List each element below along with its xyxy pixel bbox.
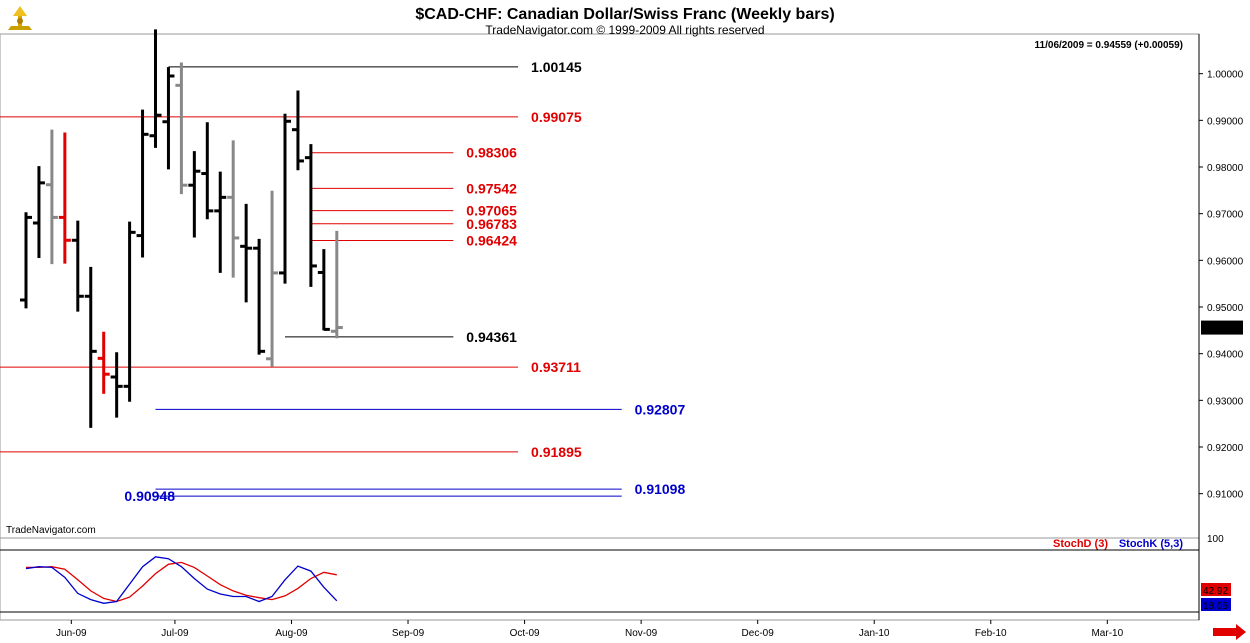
stoch-d-value: 42.92	[1203, 586, 1228, 597]
ohlc-bar	[201, 122, 214, 220]
ohlc-bar	[253, 238, 266, 355]
ohlc-bar	[279, 113, 291, 284]
ohlc-bar	[45, 129, 58, 265]
stochastic-pane	[0, 537, 1200, 621]
level-label: 0.98306	[466, 145, 517, 161]
chart-title: $CAD-CHF: Canadian Dollar/Swiss Franc (W…	[415, 6, 834, 23]
level-label: 1.00145	[531, 59, 582, 75]
legend-stoch-k: StochK (5,3)	[1119, 538, 1184, 550]
level-label: 0.99075	[531, 109, 582, 125]
time-tick-label: Jun-09	[56, 628, 87, 639]
level-label: 0.97542	[466, 180, 517, 196]
ohlc-bar	[32, 166, 45, 258]
stochastic-lines: 100	[0, 534, 1224, 613]
price-tick-label: 0.96000	[1207, 256, 1244, 267]
time-tick-label: Aug-09	[275, 628, 308, 639]
ohlc-bar	[149, 29, 162, 148]
time-tick-label: Mar-10	[1091, 628, 1123, 639]
last-price-label: 0.94559	[1203, 324, 1240, 335]
time-axis: Jun-09 Jul-09 Aug-09 Sep-09 Oct-09 Nov-09 Dec-…	[56, 620, 1124, 639]
price-tick-label: 0.99000	[1207, 116, 1244, 127]
last-price-badge: 0.94559	[1201, 320, 1243, 335]
price-axis: 0.91000 0.92000 0.93000 0.94000 0.95000 0.960…	[1199, 70, 1244, 501]
level-label: 0.97065	[466, 203, 517, 219]
watermark: TradeNavigator.com	[6, 525, 96, 536]
time-tick-label: Dec-09	[742, 628, 775, 639]
price-tick-label: 0.97000	[1207, 210, 1244, 221]
price-tick-label: 0.92000	[1207, 443, 1244, 454]
price-tick-label: 0.91000	[1207, 490, 1244, 501]
ohlc-bar	[240, 203, 253, 303]
ohlc-bar	[71, 220, 84, 312]
stoch-value-badges: 42.92 18.05	[1201, 583, 1231, 612]
time-tick-label: Oct-09	[510, 628, 540, 639]
time-tick-label: Nov-09	[625, 628, 658, 639]
time-tick-label: Jul-09	[161, 628, 189, 639]
ohlc-bar	[136, 109, 149, 258]
level-label: 0.93711	[531, 359, 581, 375]
ohlc-bar	[317, 249, 330, 331]
stoch-tick-label: 100	[1207, 534, 1224, 545]
last-quote: 11/06/2009 = 0.94559 (+0.00059)	[1035, 40, 1183, 51]
ohlc-bar	[110, 352, 123, 418]
ohlc-bar	[84, 266, 97, 428]
ohlc-bar	[266, 190, 279, 367]
legend-stoch-d: StochD (3)	[1053, 538, 1108, 550]
price-tick-label: 0.94000	[1207, 350, 1244, 361]
time-tick-label: Jan-10	[859, 628, 890, 639]
level-label: 0.96783	[466, 216, 517, 232]
tradenavigator-logo-icon	[5, 4, 35, 32]
level-label: 0.94361	[466, 329, 517, 345]
ohlc-bar	[175, 62, 188, 195]
ohlc-bar	[97, 331, 110, 394]
time-tick-label: Sep-09	[392, 628, 425, 639]
arrow-right-icon[interactable]	[1213, 624, 1246, 640]
chart-copyright: TradeNavigator.com © 1999-2009 All right…	[485, 23, 764, 37]
ohlc-bar	[162, 67, 175, 170]
ohlc-bar	[227, 140, 240, 278]
price-tick-label: 0.93000	[1207, 396, 1244, 407]
ohlc-bar	[214, 171, 227, 273]
level-label: 0.96424	[466, 233, 517, 249]
level-label: 0.90948	[124, 488, 175, 504]
price-tick-label: 1.00000	[1207, 70, 1244, 81]
ohlc-bar	[20, 212, 32, 309]
ohlc-bar	[58, 132, 71, 264]
stoch-k-line	[25, 556, 338, 604]
price-tick-label: 0.95000	[1207, 303, 1244, 314]
level-label: 0.91098	[635, 481, 686, 497]
stoch-k-value: 18.05	[1203, 601, 1228, 612]
ohlc-bar	[123, 221, 136, 402]
price-pane	[0, 33, 1200, 539]
time-tick-label: Feb-10	[975, 628, 1007, 639]
ohlc-bar	[304, 144, 317, 287]
level-label: 0.91895	[531, 444, 582, 460]
ohlc-bar	[291, 90, 304, 171]
level-lines: 1.00145 0.99075 0.98306 0.97542 0.970650.967…	[0, 59, 685, 504]
ohlc-bar	[188, 151, 201, 238]
ohlc-bar	[330, 230, 343, 339]
price-tick-label: 0.98000	[1207, 163, 1244, 174]
price-bars	[20, 29, 343, 428]
stoch-d-line	[26, 561, 337, 603]
level-label: 0.92807	[635, 401, 686, 417]
